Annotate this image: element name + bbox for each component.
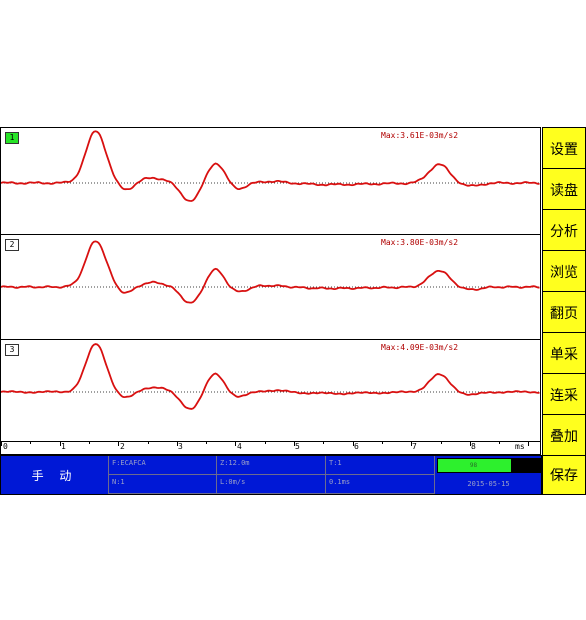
channel-1-max-label: Max:3.61E-03m/s2	[381, 131, 459, 140]
tick-label-0: 0	[3, 442, 8, 451]
save-button[interactable]: 保存	[542, 455, 586, 495]
status-param-z: Z:12.0m	[217, 456, 326, 475]
tick-label-4: 4	[237, 442, 242, 451]
status-param-interval: 0.1ms	[326, 475, 435, 494]
channel-3[interactable]: 3 Max:4.09E-03m/s2	[1, 340, 540, 441]
analyze-button[interactable]: 分析	[542, 209, 586, 253]
channel-2-max-label: Max:3.80E-03m/s2	[381, 238, 459, 247]
time-axis-ticks	[1, 441, 540, 446]
stack-button[interactable]: 叠加	[542, 414, 586, 458]
single-acquire-button[interactable]: 单采	[542, 332, 586, 376]
mode-indicator[interactable]: 手 动	[1, 456, 109, 494]
settings-button[interactable]: 设置	[542, 127, 586, 171]
channel-2-waveform	[1, 240, 540, 304]
tick-label-5: 5	[295, 442, 300, 451]
read-disk-button[interactable]: 读盘	[542, 168, 586, 212]
waveform-plot-area: 1 Max:3.61E-03m/s2 2 Max:3.80E-03m/s2 3 …	[0, 127, 541, 455]
tick-label-7: 7	[412, 442, 417, 451]
status-bar: 手 动 F:ECAFCA Z:12.0m T:1 N:1 L:0m/s 0.1m…	[0, 455, 542, 495]
tick-label-3: 3	[178, 442, 183, 451]
tick-label-8: 8	[471, 442, 476, 451]
time-unit-label: ms	[515, 442, 525, 451]
channel-3-max-label: Max:4.09E-03m/s2	[381, 343, 459, 352]
channel-1-waveform	[1, 130, 540, 202]
battery-label: 98	[469, 462, 478, 469]
channel-divider	[1, 339, 540, 340]
status-param-f: F:ECAFCA	[109, 456, 217, 475]
channel-3-waveform	[1, 343, 540, 410]
tick-label-2: 2	[120, 442, 125, 451]
channel-2-index[interactable]: 2	[5, 239, 19, 251]
status-param-n: N:1	[109, 475, 217, 494]
channel-2-trace	[1, 240, 540, 304]
function-menu: 设置 读盘 分析 浏览 翻页 单采 连采 叠加 保存	[542, 127, 586, 495]
battery-fill	[438, 459, 511, 472]
channel-1[interactable]: 1 Max:3.61E-03m/s2	[1, 128, 540, 234]
channel-3-trace	[1, 343, 540, 410]
channel-2[interactable]: 2 Max:3.80E-03m/s2	[1, 235, 540, 339]
channel-1-trace	[1, 130, 540, 202]
status-date: 2015-05-15	[467, 480, 510, 488]
continuous-acquire-button[interactable]: 连采	[542, 373, 586, 417]
channel-1-index[interactable]: 1	[5, 132, 19, 144]
tick-label-1: 1	[61, 442, 66, 451]
time-axis: 0 1 2 3 4 5 6 7 8 ms	[1, 441, 540, 455]
instrument-screen: 1 Max:3.61E-03m/s2 2 Max:3.80E-03m/s2 3 …	[0, 127, 586, 495]
channel-divider	[1, 234, 540, 235]
channel-3-index[interactable]: 3	[5, 344, 19, 356]
status-param-l: L:0m/s	[217, 475, 326, 494]
browse-button[interactable]: 浏览	[542, 250, 586, 294]
page-turn-button[interactable]: 翻页	[542, 291, 586, 335]
tick-label-6: 6	[354, 442, 359, 451]
battery-indicator: 98	[437, 458, 541, 473]
status-param-t: T:1	[326, 456, 435, 475]
